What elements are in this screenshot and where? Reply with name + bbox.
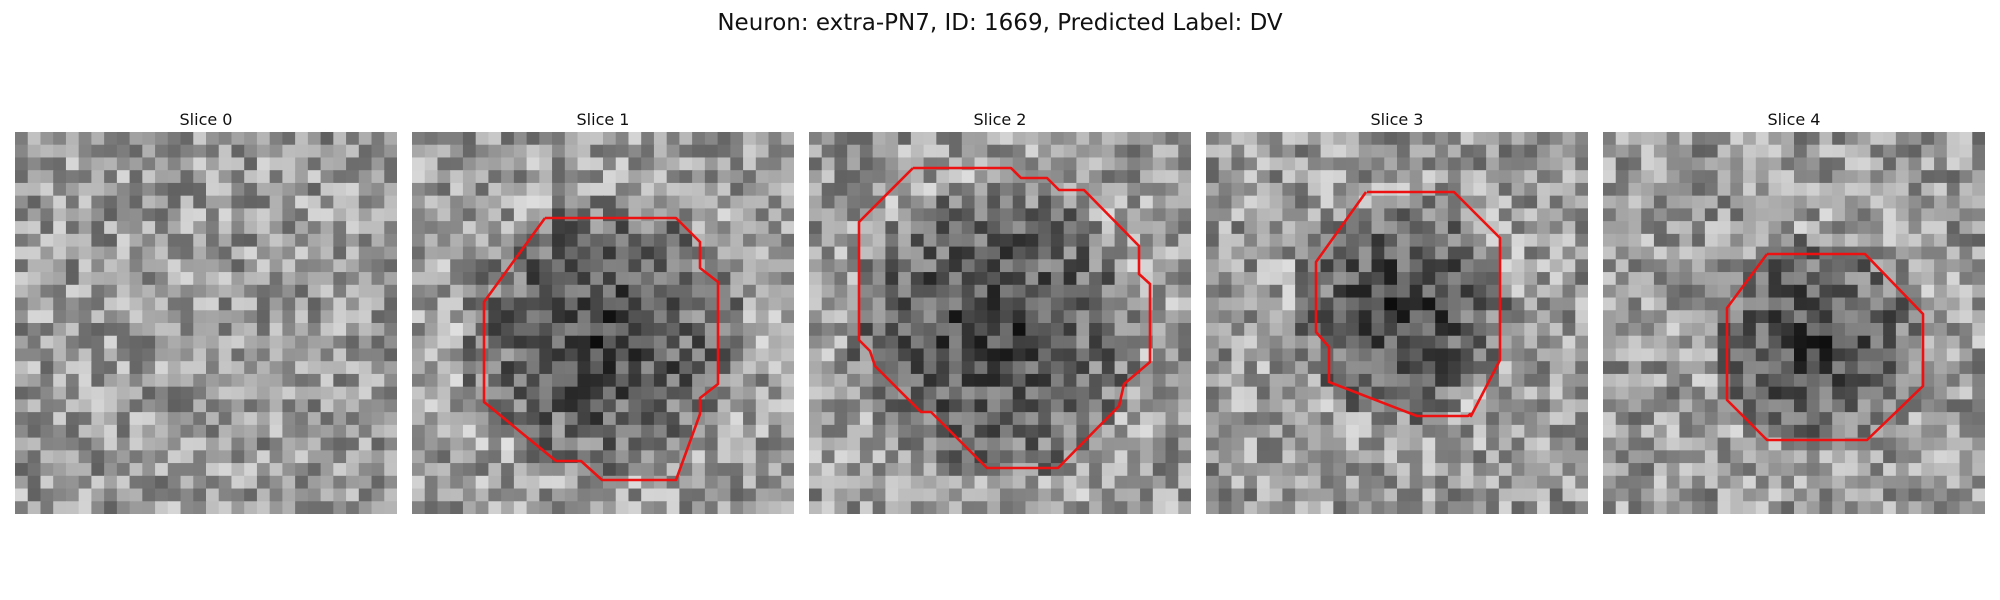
- slice-image: [15, 132, 397, 514]
- slice-title: Slice 4: [1603, 108, 1985, 132]
- slice-title: Slice 1: [412, 108, 794, 132]
- slice-image: [1603, 132, 1985, 514]
- slice-image: [1206, 132, 1588, 514]
- slice-panel-1: Slice 1: [412, 108, 794, 514]
- slice-panel-3: Slice 3: [1206, 108, 1588, 514]
- slice-title: Slice 2: [809, 108, 1191, 132]
- slice-title: Slice 0: [15, 108, 397, 132]
- figure-title: Neuron: extra-PN7, ID: 1669, Predicted L…: [0, 8, 2000, 38]
- slice-image: [809, 132, 1191, 514]
- slice-panel-4: Slice 4: [1603, 108, 1985, 514]
- slice-title: Slice 3: [1206, 108, 1588, 132]
- slice-panel-2: Slice 2: [809, 108, 1191, 514]
- slice-image: [412, 132, 794, 514]
- slice-panel-0: Slice 0: [15, 108, 397, 514]
